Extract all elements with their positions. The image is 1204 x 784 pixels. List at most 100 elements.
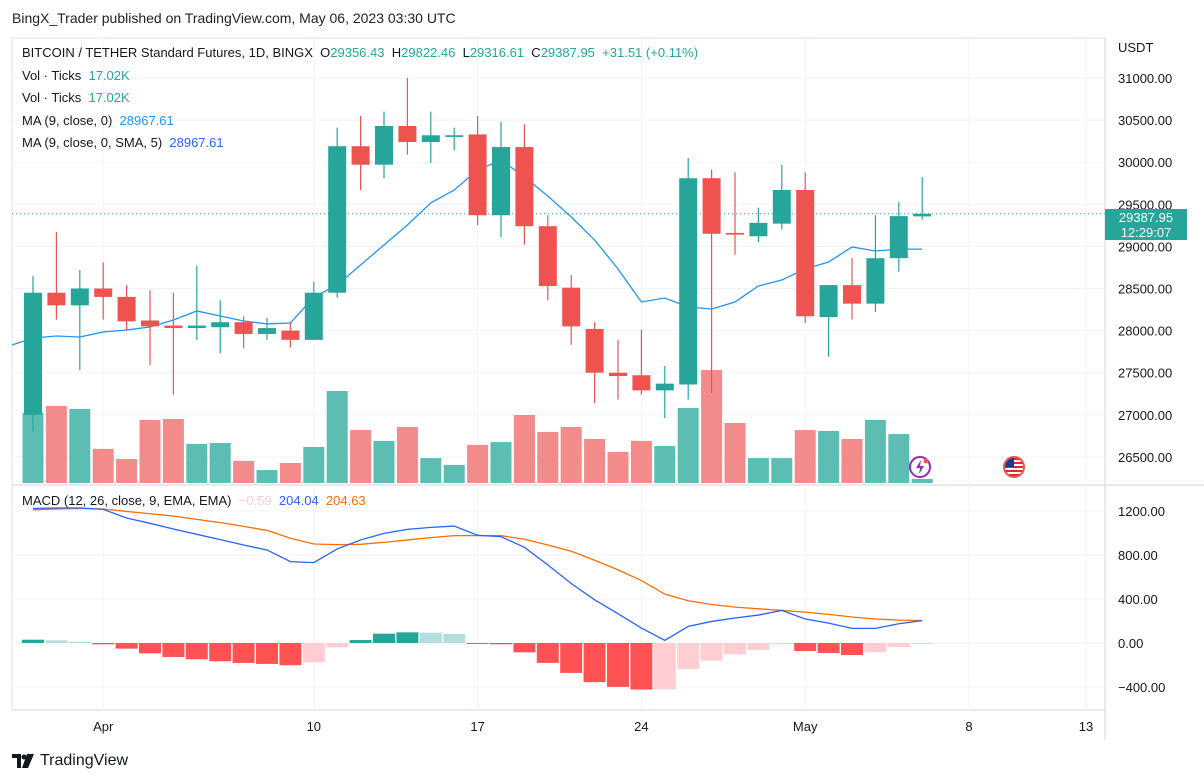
ma-label: MA (9, close, 0) <box>22 112 113 128</box>
macd-histogram-bar <box>607 643 629 687</box>
lightning-icon[interactable] <box>909 456 931 478</box>
volume-bar <box>513 415 535 483</box>
candle-body <box>632 375 651 391</box>
brand-name[interactable]: TradingView <box>40 752 129 769</box>
candle-body <box>375 125 393 165</box>
candle-body <box>421 135 440 142</box>
ma-row-2[interactable]: MA (9, close, 0, SMA, 5) 28967.61 <box>22 132 698 155</box>
macd-histogram-bar <box>443 633 466 643</box>
volume-bar <box>654 446 676 483</box>
ma-row-1[interactable]: MA (9, close, 0) 28967.61 <box>22 110 698 133</box>
macd-histogram-bar <box>536 643 559 663</box>
candle-body <box>258 328 276 334</box>
volume-bar <box>373 440 395 483</box>
volume-bar <box>92 448 114 483</box>
volume-bar <box>701 370 723 483</box>
candle-body <box>726 232 744 235</box>
macd-histogram-bar <box>396 632 419 643</box>
volume-bar <box>139 419 161 483</box>
macd-histogram-bar <box>841 643 863 655</box>
candle-body <box>515 147 534 227</box>
macd-line <box>32 507 923 642</box>
macd-tick-label: 400.00 <box>1118 592 1158 607</box>
macd-histogram-bar <box>419 632 442 643</box>
ma-line <box>11 159 923 346</box>
macd-histogram-bar <box>139 643 161 654</box>
macd-histogram-bar <box>653 643 676 690</box>
volume-bar <box>256 470 278 483</box>
vol-row-2[interactable]: Vol · Ticks 17.02K <box>22 87 698 110</box>
high-label: H <box>391 45 402 60</box>
publish-info: BingX_Trader published on TradingView.co… <box>12 10 456 26</box>
candle-body <box>94 288 113 297</box>
volume-bar <box>747 458 769 483</box>
candle-body <box>304 292 323 340</box>
candle-body <box>141 320 159 327</box>
volume-bar <box>794 430 816 483</box>
ma-value: 28967.61 <box>119 112 174 128</box>
symbol-name[interactable]: BITCOIN / TETHER Standard Futures, 1D, B… <box>22 45 313 60</box>
volume-bar <box>326 391 348 483</box>
candle-body <box>538 226 557 286</box>
macd-histogram-bar <box>22 639 44 643</box>
macd-tick-label: −400.00 <box>1118 680 1165 695</box>
volume-bar <box>303 447 325 483</box>
candle-body <box>889 216 908 259</box>
vol-label: Vol · Ticks <box>22 67 82 83</box>
candle-body <box>913 213 932 217</box>
current-price: 29387.95 <box>1118 209 1174 225</box>
time-tick-label: 8 <box>965 719 972 734</box>
macd-histogram-bar <box>162 643 185 657</box>
macd-histogram-bar <box>724 643 746 655</box>
time-tick-label: 13 <box>1079 719 1093 734</box>
volume-bar <box>209 443 231 483</box>
candle-body <box>492 147 510 216</box>
candle-body <box>234 322 253 334</box>
axes: Apr 10 17 24 May 8 13 31000.00 30500.00 30000.00 2… <box>93 71 1172 734</box>
change-value: +31.51 (+0.11%) <box>602 45 699 60</box>
macd-histogram-bar <box>583 643 606 683</box>
volume-bar <box>677 407 699 483</box>
symbol-row: BITCOIN / TETHER Standard Futures, 1D, B… <box>22 42 698 65</box>
candle-body <box>164 325 183 329</box>
candle-body <box>211 322 230 328</box>
candles <box>24 78 932 432</box>
volume-bar <box>818 431 840 483</box>
macd-histogram-bar <box>209 643 232 662</box>
candle-body <box>281 330 300 340</box>
volume-bar <box>724 423 746 483</box>
candle-body <box>187 325 206 329</box>
candle-body <box>351 146 370 165</box>
macd-histogram-bar <box>887 643 910 647</box>
macd-histogram-bar <box>92 643 115 645</box>
volume-bar <box>841 439 863 483</box>
price-tick-label: 27500.00 <box>1118 366 1172 381</box>
time-tick-label: Apr <box>93 719 114 734</box>
candle-body <box>702 178 721 234</box>
macd-histogram-bar <box>630 643 653 690</box>
macd-histogram-bar <box>700 643 723 661</box>
close-value: 29387.95 <box>540 45 595 60</box>
price-tick-label: 28000.00 <box>1118 324 1172 339</box>
macd-histogram-bar <box>490 643 512 645</box>
volume-bar <box>350 430 372 483</box>
volume-bar <box>279 463 301 483</box>
time-tick-label: 24 <box>634 719 648 734</box>
candle-body <box>609 372 627 377</box>
macd-legend[interactable]: MACD (12, 26, close, 9, EMA, EMA) −0.59 … <box>22 493 366 508</box>
tradingview-logo-icon <box>12 754 34 768</box>
price-tick-label: 29500.00 <box>1118 197 1172 212</box>
volume-bar <box>607 451 629 483</box>
macd-histogram-bar <box>373 633 395 643</box>
volume-bar <box>22 412 44 483</box>
currency-label: USDT <box>1118 40 1154 55</box>
footer: TradingView <box>12 752 128 770</box>
volume-bar <box>560 427 582 483</box>
time-tick-label: 10 <box>307 719 321 734</box>
macd-histogram-bar <box>817 643 840 654</box>
vol-row-1[interactable]: Vol · Ticks 17.02K <box>22 65 698 88</box>
ma-label: MA (9, close, 0, SMA, 5) <box>22 135 163 150</box>
macd-histogram-bar <box>794 643 817 652</box>
us-flag-icon[interactable] <box>1003 456 1025 478</box>
